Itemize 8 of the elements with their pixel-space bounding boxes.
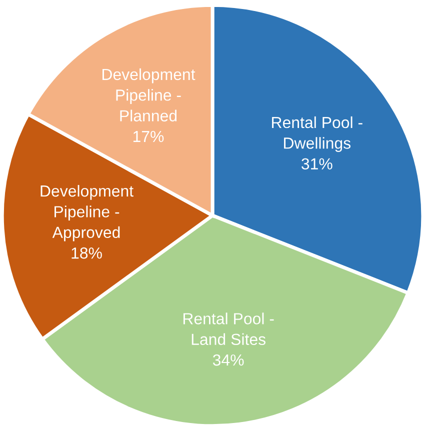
slice-label: Development Pipeline - Approved [40,184,134,242]
slice-label: Development Pipeline - Planned [102,68,196,122]
slice-label: Rental Pool - Dwellings [272,116,362,152]
data-label: 34% [212,354,244,366]
data-label: 31% [302,158,332,170]
data-label: 17% [133,130,164,142]
slice-label: Rental Pool - Land Sites [183,312,274,346]
data-label: 18% [72,247,102,259]
